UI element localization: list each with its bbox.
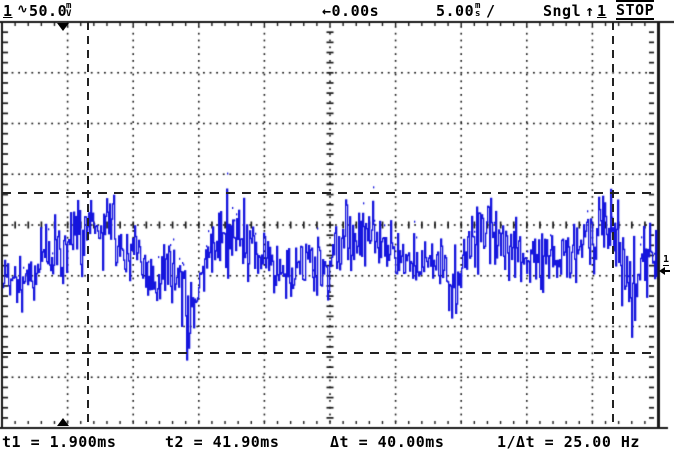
unit-milli: m [475, 1, 481, 11]
voltage-cursor-lower[interactable] [2, 351, 658, 354]
time-reference-marker-bottom-icon [57, 418, 70, 426]
vertical-scale-unit: m V [66, 1, 72, 19]
timebase-unit: m s [475, 1, 481, 19]
acquisition-state-badge: STOP [616, 0, 655, 20]
channel-number: 1 [3, 2, 13, 20]
measurement-t1: t1 = 1.900ms [2, 433, 117, 451]
measurement-freq: 1/Δt = 25.00 Hz [497, 433, 640, 451]
measurement-t2: t2 = 41.90ms [165, 433, 280, 451]
ac-coupling-icon: ∿ [17, 2, 29, 17]
timebase-per-div-slash: / [486, 2, 496, 20]
measurement-dt: Δt = 40.00ms [330, 433, 445, 451]
unit-milli: m [66, 1, 72, 11]
timebase-value: 5.00 [436, 2, 475, 20]
unit-volts: V [66, 9, 72, 19]
left-arrow-icon [659, 267, 674, 275]
delay-readout: ←0.00s [322, 2, 380, 20]
trigger-mode: Sngl [543, 2, 582, 20]
trigger-source: 1 [597, 2, 607, 20]
voltage-cursor-upper[interactable] [2, 191, 658, 194]
time-reference-marker-top-icon [57, 23, 70, 31]
trigger-edge-icon: ↑ [585, 2, 595, 20]
ground-reference-marker: 1 [659, 255, 674, 294]
ground-marker-channel: 1 [663, 254, 670, 266]
vertical-scale-value: 50.0 [29, 2, 68, 20]
time-cursor-t1[interactable] [87, 22, 90, 428]
time-cursor-t2[interactable] [612, 22, 615, 428]
unit-seconds: s [475, 9, 481, 19]
